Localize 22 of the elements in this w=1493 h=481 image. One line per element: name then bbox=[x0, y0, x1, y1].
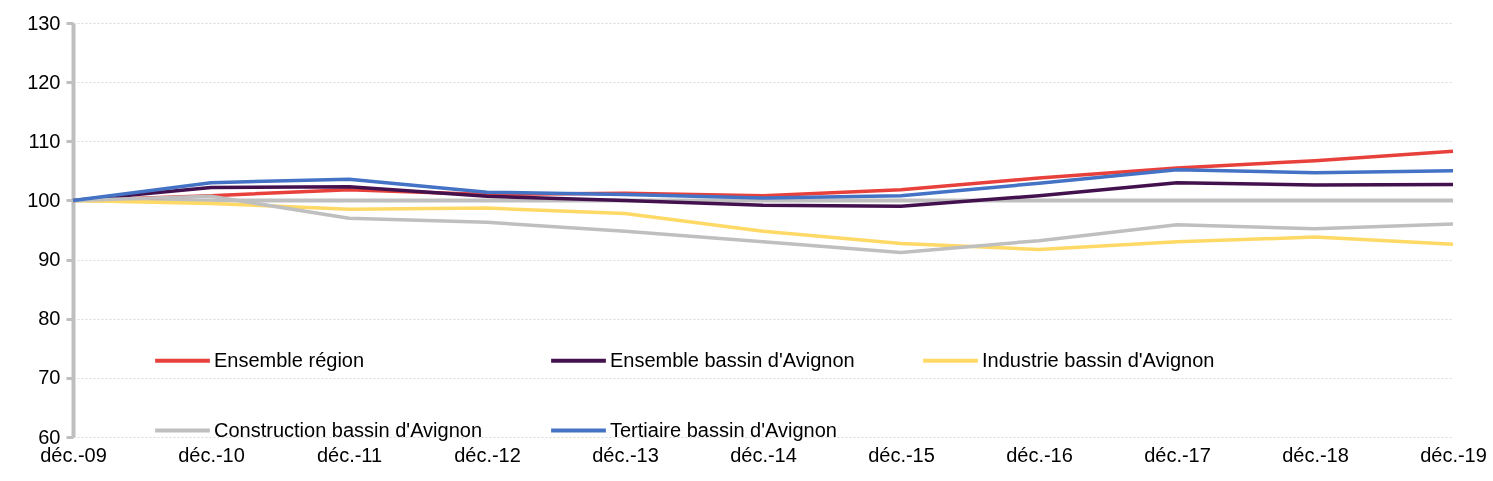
x-tick-label: déc.-15 bbox=[868, 443, 935, 466]
y-tick-label: 70 bbox=[38, 366, 61, 389]
y-tick-label: 120 bbox=[27, 70, 61, 93]
x-tick-label: déc.-18 bbox=[1282, 443, 1349, 466]
x-tick-label: déc.-12 bbox=[454, 443, 521, 466]
legend-label: Construction bassin d'Avignon bbox=[214, 418, 483, 441]
x-tick-label: déc.-10 bbox=[178, 443, 245, 466]
y-tick-label: 90 bbox=[38, 248, 61, 271]
y-tick-label: 130 bbox=[27, 11, 61, 34]
y-tick-label: 80 bbox=[38, 307, 61, 330]
x-tick-label: déc.-17 bbox=[1144, 443, 1211, 466]
legend-label: Tertiaire bassin d'Avignon bbox=[610, 418, 837, 441]
x-tick-label: déc.-14 bbox=[730, 443, 797, 466]
legend-label: Ensemble bassin d'Avignon bbox=[610, 348, 855, 371]
x-tick-label: déc.-19 bbox=[1420, 443, 1487, 466]
y-tick-label: 100 bbox=[27, 188, 61, 211]
x-tick-label: déc.-13 bbox=[592, 443, 659, 466]
y-tick-label: 110 bbox=[28, 129, 61, 152]
legend-label: Ensemble région bbox=[214, 348, 365, 371]
legend-label: Industrie bassin d'Avignon bbox=[982, 348, 1215, 371]
x-tick-label: déc.-16 bbox=[1006, 443, 1073, 466]
x-tick-label: déc.-11 bbox=[316, 443, 383, 466]
